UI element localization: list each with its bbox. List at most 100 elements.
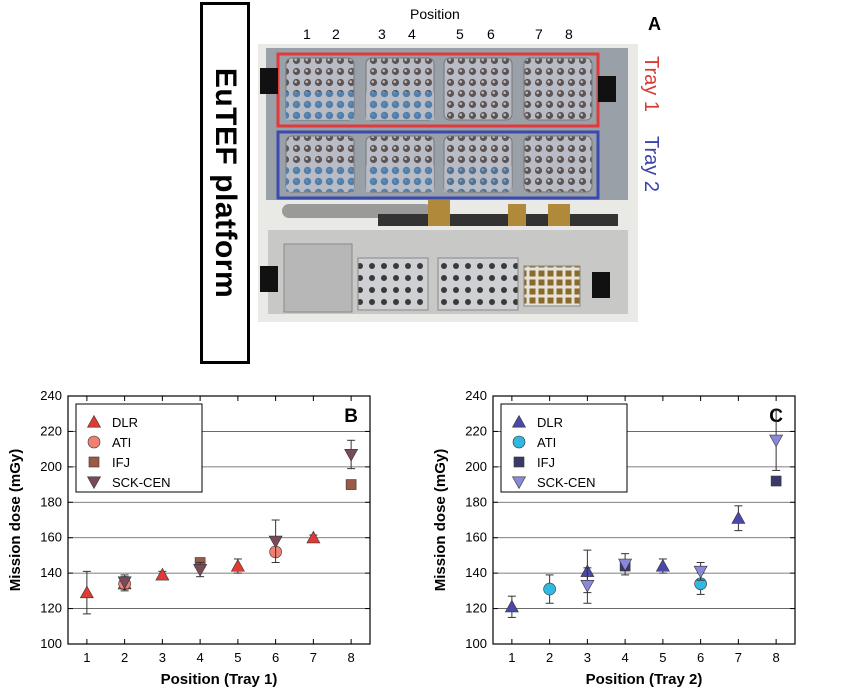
chart-c-point-ati bbox=[543, 582, 556, 596]
chart-c-x-tick-label: 3 bbox=[584, 650, 591, 665]
chart-b-legend-box bbox=[75, 403, 203, 493]
chart-b-y-tick-label: 180 bbox=[40, 494, 62, 509]
chart-b-y-tick-label: 160 bbox=[40, 530, 62, 545]
chart-c-legend: DLR ATI IFJ SCK-CEN bbox=[500, 403, 628, 493]
tray2-module-4 bbox=[523, 135, 593, 193]
chart-c-legend-label-ati: ATI bbox=[537, 435, 556, 450]
chart-b-legend-label-ifj: IFJ bbox=[112, 455, 130, 470]
position-title: Position bbox=[410, 6, 460, 22]
chart-b-y-tick-label: 240 bbox=[40, 388, 62, 403]
chart-b-point-dlr bbox=[230, 558, 245, 572]
latch-left-top bbox=[260, 68, 278, 94]
chart-b-x-tick-label: 2 bbox=[121, 650, 128, 665]
platform-photo-drawing bbox=[258, 44, 638, 322]
chart-c-point-sck-cen bbox=[618, 558, 633, 572]
chart-c-x-tick-label: 8 bbox=[773, 650, 780, 665]
chart-c-y-axis-label: Mission dose (mGy) bbox=[432, 449, 449, 592]
chart-c-legend-label-ifj: IFJ bbox=[537, 455, 555, 470]
tray1-module-3 bbox=[443, 57, 513, 121]
chart-b-legend-label-ati: ATI bbox=[112, 435, 131, 450]
bracket-1 bbox=[428, 200, 450, 226]
chart-b-y-tick-label: 120 bbox=[40, 601, 62, 616]
tray2-module-1-blue bbox=[286, 166, 354, 192]
tray1-module-2-blue bbox=[366, 92, 434, 120]
chart-c-legend-label-sck-cen: SCK-CEN bbox=[537, 475, 596, 490]
rail bbox=[378, 214, 618, 226]
tray-2-modules bbox=[285, 135, 593, 193]
chart-b-x-tick-label: 8 bbox=[348, 650, 355, 665]
chart-c-legend-marker-sck-cen bbox=[511, 476, 527, 490]
chart-c-point-sck-cen bbox=[769, 434, 784, 448]
latch-right-top bbox=[598, 76, 616, 102]
chart-c-series-ati bbox=[543, 572, 707, 604]
chart-c-point-dlr bbox=[655, 558, 670, 572]
chart-c-x-axis-label: Position (Tray 2) bbox=[586, 671, 703, 688]
chart-b-x-tick-label: 3 bbox=[159, 650, 166, 665]
bracket-2 bbox=[508, 204, 526, 226]
tray2-module-2-blue bbox=[366, 166, 434, 192]
chart-b-legend-marker-ati bbox=[87, 435, 101, 449]
position-number-6: 6 bbox=[487, 26, 495, 42]
chart-c-y-tick-label: 240 bbox=[465, 388, 487, 403]
chart-c-y-tick-label: 100 bbox=[465, 636, 487, 651]
tray-1-modules bbox=[285, 57, 593, 121]
chart-c-x-tick-label: 7 bbox=[735, 650, 742, 665]
chart-b-x-axis-label: Position (Tray 1) bbox=[161, 671, 278, 688]
tray-1-label: Tray 1 bbox=[640, 56, 662, 112]
chart-b-series-sck-cen bbox=[117, 439, 359, 590]
tray2-module-3-blue bbox=[444, 166, 512, 192]
chart-c-y-tick-label: 220 bbox=[465, 423, 487, 438]
chart-c-legend-marker-dlr bbox=[511, 414, 527, 428]
chart-c-x-tick-label: 2 bbox=[546, 650, 553, 665]
position-number-3: 3 bbox=[378, 26, 386, 42]
chart-c-series-sck-cen bbox=[580, 409, 784, 604]
lower-module-3 bbox=[437, 257, 519, 311]
bracket-3 bbox=[548, 204, 570, 226]
platform-photo bbox=[258, 44, 638, 322]
chart-c-y-tick-label: 120 bbox=[465, 601, 487, 616]
chart-b-y-tick-label: 100 bbox=[40, 636, 62, 651]
chart-b-y-tick-label: 140 bbox=[40, 565, 62, 580]
chart-c-point-ifj bbox=[770, 475, 782, 487]
chart-c-point-sck-cen bbox=[580, 580, 595, 593]
chart-b-point-sck-cen bbox=[117, 576, 132, 590]
chart-b-x-tick-label: 7 bbox=[310, 650, 317, 665]
tray1-module-1-blue bbox=[286, 92, 354, 120]
chart-b-plot-frame bbox=[67, 395, 371, 645]
chart-b-point-dlr bbox=[79, 585, 94, 599]
chart-c-y-tick-label: 200 bbox=[465, 459, 487, 474]
chart-b-point-sck-cen bbox=[193, 564, 208, 577]
position-number-1: 1 bbox=[303, 26, 311, 42]
platform-label: EuTEF platform bbox=[209, 67, 242, 299]
chart-c-y-tick-label: 180 bbox=[465, 494, 487, 509]
chart-c-x-tick-label: 4 bbox=[622, 650, 629, 665]
chart-b-y-axis-label: Mission dose (mGy) bbox=[7, 449, 24, 592]
chart-c-plot-frame bbox=[492, 395, 796, 645]
latch-left-bottom bbox=[260, 266, 278, 292]
panel-a-letter: A bbox=[648, 14, 661, 34]
chart-b-x-tick-label: 1 bbox=[83, 650, 90, 665]
chart-b-legend: DLR ATI IFJ SCK-CEN bbox=[75, 403, 203, 493]
chart-b-legend-marker-ifj bbox=[88, 456, 100, 468]
chart-b-x-tick-label: 6 bbox=[272, 650, 279, 665]
chart-c-point-dlr bbox=[504, 599, 519, 613]
chart-c-x-tick-label: 6 bbox=[697, 650, 704, 665]
chart-c-x-tick-label: 1 bbox=[508, 650, 515, 665]
chart-c-point-sck-cen bbox=[693, 565, 708, 579]
chart-b-legend-label-dlr: DLR bbox=[112, 415, 138, 430]
chart-b-point-ifj bbox=[345, 479, 357, 490]
chart-c: 100 120 140 160 180 200 220 240 1 2 3 4 5 6 7 8 Position… bbox=[432, 388, 796, 688]
chart-c-series-ifj bbox=[619, 475, 782, 572]
platform-label-box: EuTEF platform bbox=[200, 2, 250, 364]
chart-c-legend-marker-ifj bbox=[513, 456, 525, 468]
chart-b-x-tick-label: 5 bbox=[234, 650, 241, 665]
lower-module-4 bbox=[523, 265, 581, 307]
position-number-7: 7 bbox=[535, 26, 543, 42]
chart-b: 100 120 140 160 180 200 220 240 1 2 3 4 5 6 7 8 Position… bbox=[7, 388, 371, 688]
position-number-5: 5 bbox=[456, 26, 464, 42]
tray1-module-4 bbox=[523, 57, 593, 121]
lower-module-1 bbox=[283, 243, 353, 313]
chart-c-legend-marker-ati bbox=[512, 435, 526, 449]
chart-b-legend-label-sck-cen: SCK-CEN bbox=[112, 475, 171, 490]
chart-c-point-dlr bbox=[731, 511, 746, 524]
